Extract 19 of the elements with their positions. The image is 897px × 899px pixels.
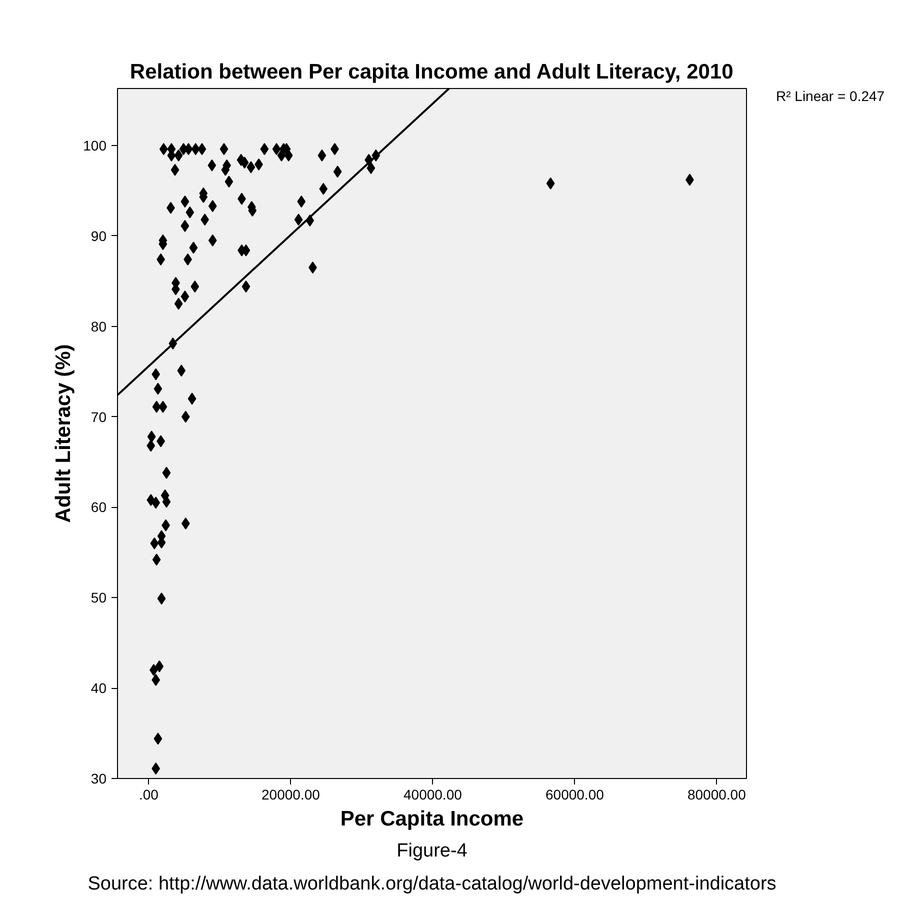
x-axis-title: Per Capita Income [340,808,524,830]
source-note: Source: http://www.data.worldbank.org/data-catalog/world-development-indicators [88,874,776,894]
y-tick-label: 60 [90,499,107,516]
y-axis-title: Adult Literacy (%) [52,344,76,523]
x-tick-label: 40000.00 [404,786,462,802]
text: R² Linear = 0.247 [776,87,885,106]
y-tick-label: 30 [90,770,107,786]
y-tick-label: 100 [83,137,107,154]
text: Figure-4 [396,840,468,862]
chart-title: Relation between Per capita Income and Adult Literacy, 2010 [130,60,734,84]
x-tick-label: 20000.00 [262,786,320,802]
x-tick-label: 80000.00 [687,786,746,802]
y-tick-label: 90 [90,228,107,244]
y-tick-label: 40 [90,680,107,696]
y-tick-label: 70 [90,408,107,425]
x-tick-label: 60000.00 [546,786,604,802]
y-tick-label: 80 [90,318,107,334]
y-tick-label: 50 [90,590,107,606]
x-tick-label: .00 [139,786,159,802]
